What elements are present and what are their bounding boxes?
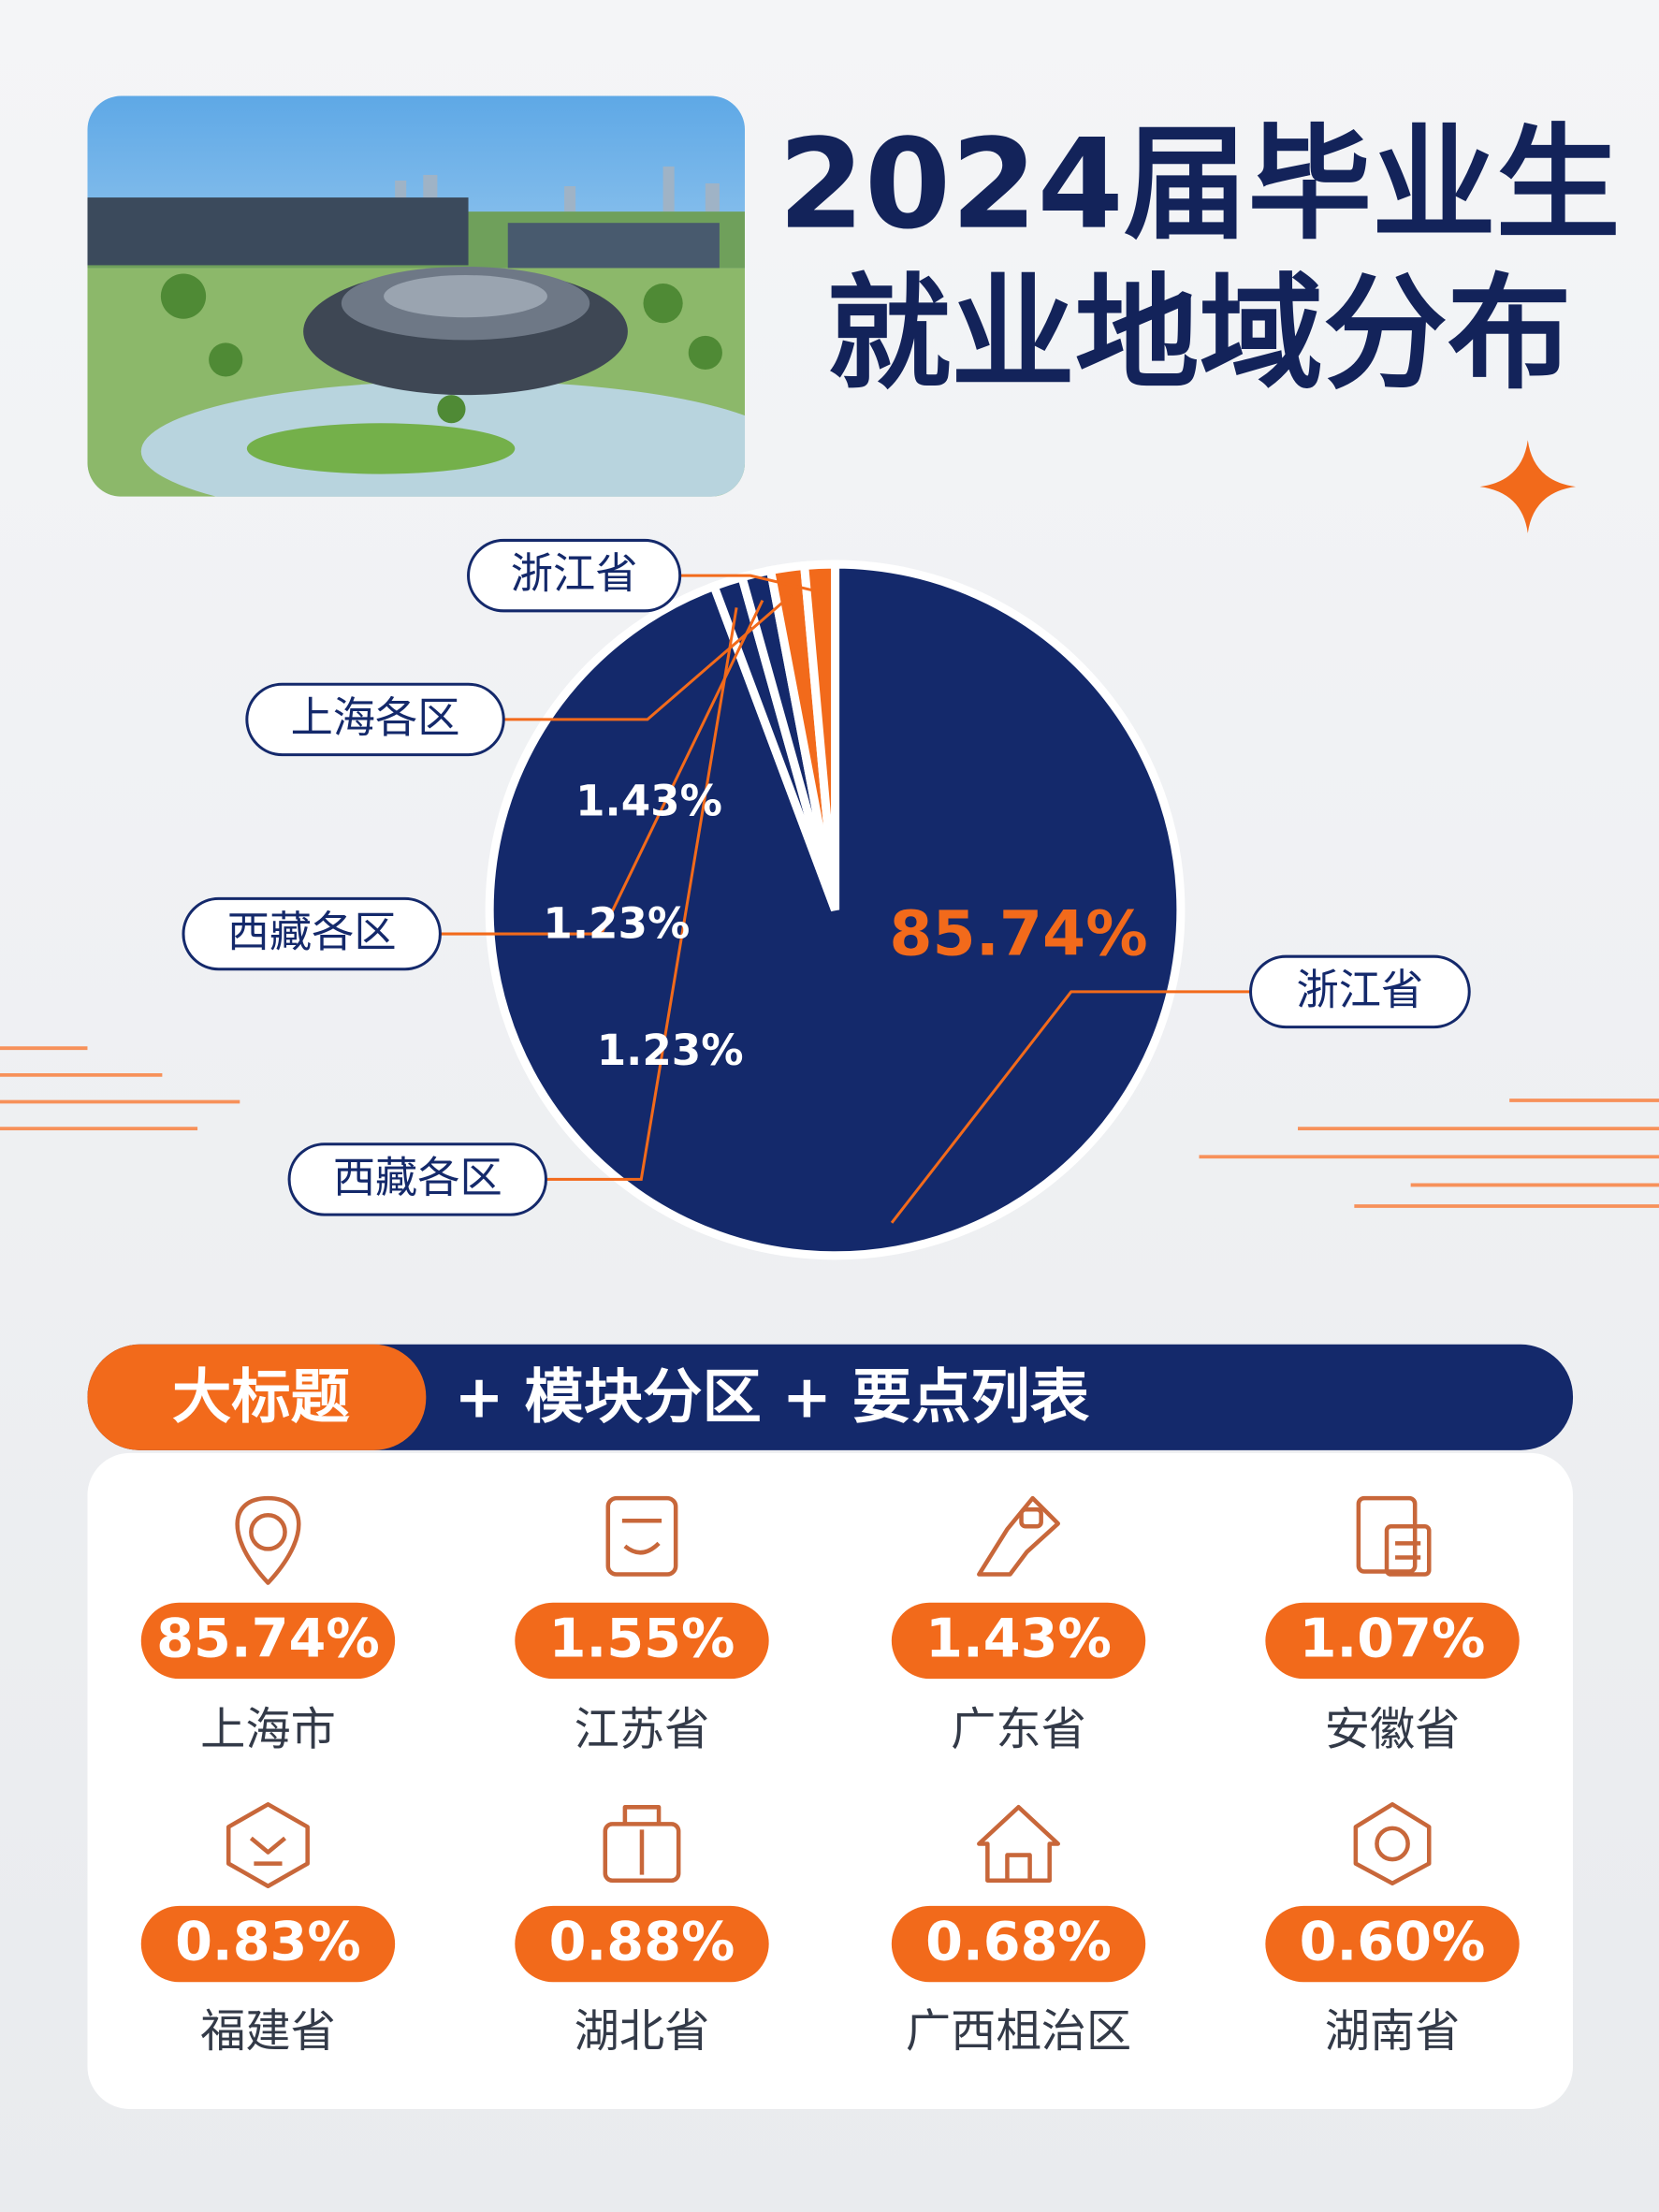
region-item: 0.60% 湖南省 [1265, 1802, 1520, 2058]
region-name: 湖北省 [575, 2005, 710, 2058]
decor-lines [0, 1046, 1659, 1208]
pie-slice [799, 560, 840, 910]
percent-pill [515, 1602, 769, 1680]
banner-subtitle: + 模块分区 + 要点列表 [454, 1362, 1089, 1432]
leader-line [890, 990, 1251, 1224]
region-item: 1.43% 广东省 [891, 1495, 1146, 1755]
region-name: 广东省 [951, 1703, 1086, 1755]
percent-value: 1.55% [549, 1608, 735, 1670]
callout-label: 浙江省 [1297, 965, 1424, 1014]
percent-value: 0.83% [175, 1911, 361, 1973]
slice-value-label: 85.74% [889, 897, 1147, 970]
region-name: 广西柤治区 [906, 2005, 1131, 2058]
region-name: 湖南省 [1325, 2005, 1461, 2058]
slice-value-label: 1.23% [543, 899, 690, 949]
region-name: 安徽省 [1325, 1703, 1461, 1755]
region-name: 上海市 [200, 1703, 336, 1755]
icon-part [1019, 1506, 1043, 1529]
title-line: 就业地域分布 [827, 262, 1572, 406]
callout-box [467, 538, 682, 613]
percent-value: 1.07% [1300, 1608, 1486, 1670]
region-item: 0.83% 福建省 [140, 1802, 396, 2058]
region-name: 福建省 [200, 2005, 336, 2058]
percent-pill [1265, 1602, 1520, 1680]
icon-part [977, 1495, 1061, 1577]
icon-part [623, 1541, 661, 1555]
leader-line [546, 607, 738, 1181]
title-line: 2024届毕业生 [779, 113, 1621, 257]
region-item: 1.55% 江苏省 [515, 1495, 769, 1755]
percent-pill [891, 1602, 1146, 1680]
leader-line [440, 599, 764, 936]
region-grid: 85.74% 上海市 1.55% 江苏省 1.43% 广东省 1.07% 安徽省 0.83% 福建… [140, 1495, 1520, 2058]
callout-box [182, 896, 442, 971]
callout-label: 西藏各区 [227, 908, 397, 957]
banner [87, 1344, 1574, 1450]
percent-pill [891, 1905, 1146, 1983]
callout-label: 上海各区 [291, 692, 460, 742]
percent-pill [1265, 1905, 1520, 1983]
icon-part [603, 1822, 681, 1883]
region-item: 1.07% 安徽省 [1265, 1495, 1520, 1755]
percent-pill [515, 1905, 769, 1983]
icon-part [1384, 1524, 1432, 1577]
callout-box [287, 1142, 547, 1216]
slice-value-label: 1.43% [575, 776, 722, 825]
icon-part [1005, 1853, 1032, 1883]
region-item: 0.68% 广西柤治区 [891, 1805, 1146, 2058]
region-card [87, 1452, 1574, 2109]
callout-label: 浙江省 [511, 549, 638, 599]
banner-title: 大标题 [172, 1362, 350, 1432]
campus-photo [87, 95, 746, 497]
region-name: 江苏省 [575, 1703, 710, 1755]
percent-value: 0.60% [1300, 1911, 1486, 1973]
icon-part [1353, 1802, 1432, 1885]
region-item: 85.74% 上海市 [140, 1495, 396, 1755]
banner-highlight [87, 1344, 427, 1450]
sparkle [1479, 440, 1577, 533]
leader-line [503, 593, 793, 721]
percent-value: 1.43% [925, 1608, 1112, 1670]
percent-value: 85.74% [156, 1608, 380, 1670]
slice-value-label: 1.23% [597, 1026, 744, 1075]
percent-pill [140, 1602, 396, 1680]
percent-pill [140, 1905, 396, 1983]
callout-box [1249, 954, 1471, 1029]
icon-part [1375, 1826, 1410, 1862]
callout-box [245, 682, 505, 757]
icon-part [249, 1512, 287, 1551]
icon-part [622, 1805, 662, 1825]
percent-value: 0.68% [925, 1911, 1112, 1973]
callout-label: 西藏各区 [333, 1153, 502, 1202]
icon-part [226, 1802, 310, 1888]
region-item: 0.88% 湖北省 [515, 1805, 769, 2058]
icon-part [605, 1495, 678, 1577]
leader-line [679, 574, 822, 594]
icon-part [249, 1836, 286, 1866]
percent-value: 0.88% [549, 1911, 735, 1973]
icon-part [235, 1495, 301, 1585]
icon-part [977, 1805, 1061, 1883]
